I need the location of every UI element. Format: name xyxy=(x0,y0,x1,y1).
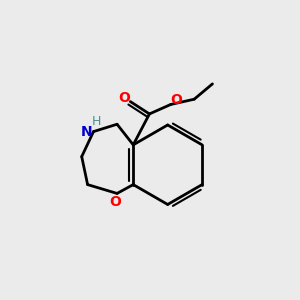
Text: O: O xyxy=(118,91,130,105)
Text: O: O xyxy=(110,195,122,209)
Text: H: H xyxy=(92,115,101,128)
Text: O: O xyxy=(171,93,182,107)
Text: N: N xyxy=(81,124,93,139)
